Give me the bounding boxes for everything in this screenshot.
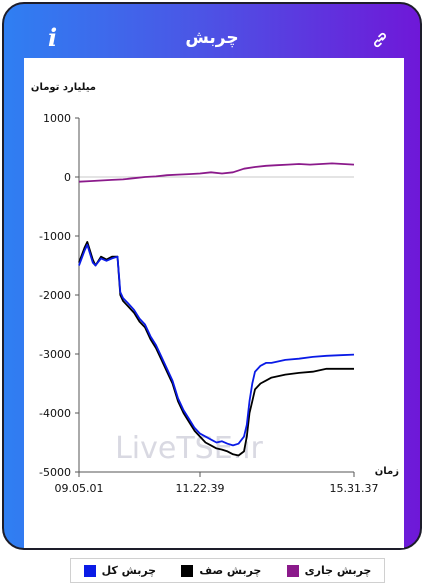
- legend-item-0: چربش جاری: [286, 564, 372, 577]
- chart-panel: میلیارد تومان زمان LiveTSE.ir 1000 0 -1000…: [24, 58, 404, 583]
- y-axis-label: میلیارد تومان: [31, 82, 96, 93]
- chart-legend: چربش جاری چربش صف چربش کل: [70, 558, 385, 583]
- legend-swatch: [83, 564, 96, 577]
- x-tick-label: 15.31.37: [330, 482, 379, 495]
- series-line-2: [78, 243, 355, 447]
- legend-swatch: [181, 564, 194, 577]
- chart-card: i چربش میلیارد تومان زمان LiveTSE.ir 100…: [2, 2, 422, 583]
- series-line-1: [78, 240, 354, 457]
- y-tick-label: -1000: [39, 230, 71, 243]
- legend-swatch: [286, 564, 299, 577]
- watermark: LiveTSE.ir: [115, 431, 263, 466]
- legend-label: چربش صف: [199, 564, 262, 577]
- legend-item-2: چربش کل: [83, 564, 157, 577]
- link-icon[interactable]: [372, 32, 388, 48]
- y-tick-label: -4000: [39, 407, 71, 420]
- y-tick-label: 0: [64, 171, 71, 184]
- y-tick-label: 1000: [43, 112, 71, 125]
- series-line-0: [78, 162, 355, 183]
- x-tick-label: 09.05.01: [55, 482, 104, 495]
- info-icon[interactable]: i: [48, 23, 58, 52]
- y-tick-label: -5000: [39, 466, 71, 479]
- legend-item-1: چربش صف: [181, 564, 261, 577]
- chart-svg: میلیارد تومان زمان LiveTSE.ir 1000 0 -1000…: [31, 82, 399, 495]
- x-tick-label: 11.22.39: [176, 482, 225, 495]
- x-axis-label: زمان: [375, 466, 399, 477]
- legend-label: چربش کل: [101, 564, 157, 577]
- y-tick-label: -2000: [39, 289, 71, 302]
- legend-label: چربش جاری: [304, 564, 372, 577]
- y-tick-label: -3000: [39, 348, 71, 361]
- page-title: چربش: [185, 28, 239, 48]
